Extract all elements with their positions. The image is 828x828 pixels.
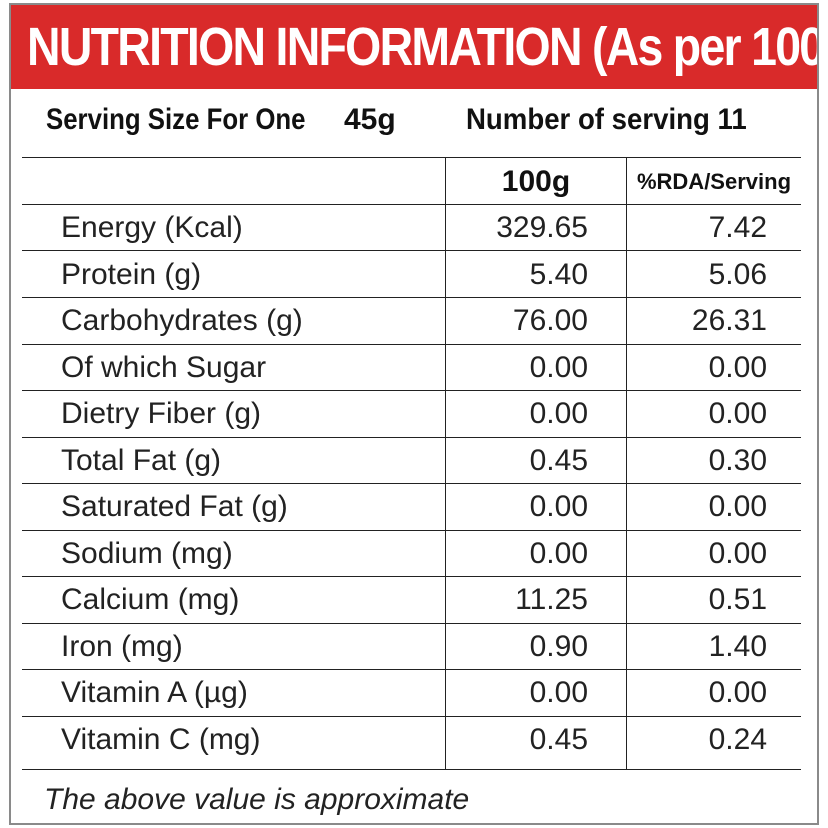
nutrition-table-body: Energy (Kcal) 329.65 7.42 Protein (g) 5.40 5… [22, 205, 801, 763]
value-per-100g: 0.00 [529, 536, 588, 570]
footnote: The above value is approximate [44, 783, 470, 816]
row-divider [22, 297, 801, 298]
value-per-100g: 76.00 [512, 304, 588, 337]
table-row: Vitamin A (µg) 0.00 0.00 [22, 670, 801, 717]
value-rda-serving: 0.00 [708, 350, 767, 384]
value-rda-serving: 0.00 [708, 490, 767, 523]
value-rda-serving: 0.00 [708, 397, 767, 430]
value-rda-serving: 0.00 [708, 676, 767, 709]
page-title: NUTRITION INFORMATION (As per 100g) [27, 17, 819, 77]
nutrient-name: Energy (Kcal) [61, 211, 243, 244]
value-per-100g: 11.25 [515, 583, 588, 616]
nutrient-name: Vitamin A (µg) [61, 676, 248, 709]
value-per-100g: 0.00 [529, 397, 588, 430]
column-divider-100g [445, 158, 446, 770]
nutrient-name: Saturated Fat (g) [61, 490, 288, 523]
column-header-rda-serving: %RDA/Serving [636, 169, 792, 194]
table-row: Of which Sugar 0.00 0.00 [22, 345, 801, 392]
value-per-100g: 0.45 [529, 722, 588, 756]
value-rda-serving: 0.00 [708, 536, 767, 570]
table-row: Saturated Fat (g) 0.00 0.00 [22, 484, 801, 531]
value-per-100g: 0.00 [529, 490, 588, 523]
row-divider [22, 576, 801, 577]
value-rda-serving: 0.24 [708, 722, 767, 756]
value-per-100g: 0.00 [529, 350, 588, 384]
value-rda-serving: 1.40 [708, 629, 767, 663]
table-row: Vitamin C (mg) 0.45 0.24 [22, 717, 801, 764]
nutrient-name: Protein (g) [61, 257, 202, 291]
value-per-100g: 0.45 [529, 443, 588, 477]
table-row: Sodium (mg) 0.00 0.00 [22, 531, 801, 578]
table-row: Energy (Kcal) 329.65 7.42 [22, 205, 801, 252]
value-rda-serving: 0.30 [708, 443, 767, 477]
column-header-100g: 100g [501, 165, 571, 198]
row-divider [22, 530, 801, 531]
row-divider [22, 483, 801, 484]
row-divider [22, 669, 801, 670]
value-per-100g: 0.00 [529, 676, 588, 709]
table-row: Carbohydrates (g) 76.00 26.31 [22, 298, 801, 345]
value-rda-serving: 5.06 [708, 257, 767, 291]
serving-size-value: 45g [344, 103, 396, 136]
table-row: Calcium (mg) 11.25 0.51 [22, 577, 801, 624]
table-top-border [22, 157, 801, 158]
label-frame [9, 3, 819, 825]
nutrient-name: Calcium (mg) [61, 583, 240, 616]
table-row: Total Fat (g) 0.45 0.30 [22, 438, 801, 485]
table-bottom-border [22, 769, 801, 770]
value-per-100g: 5.40 [529, 257, 588, 291]
servings-count-label: Number of serving 11 [466, 103, 747, 136]
row-divider [22, 344, 801, 345]
value-per-100g: 0.90 [529, 629, 588, 663]
row-divider [22, 250, 801, 251]
row-divider [22, 390, 801, 391]
row-divider [22, 623, 801, 624]
value-rda-serving: 7.42 [708, 211, 767, 244]
row-divider [22, 437, 801, 438]
table-row: Dietry Fiber (g) 0.00 0.00 [22, 391, 801, 438]
column-divider-rda [626, 158, 627, 770]
nutrient-name: Vitamin C (mg) [61, 722, 261, 756]
nutrient-name: Dietry Fiber (g) [61, 397, 262, 430]
value-per-100g: 329.65 [496, 211, 588, 244]
serving-size-label: Serving Size For One [46, 103, 306, 136]
table-row: Protein (g) 5.40 5.06 [22, 252, 801, 299]
table-row: Iron (mg) 0.90 1.40 [22, 624, 801, 671]
nutrient-name: Sodium (mg) [61, 536, 233, 570]
header-divider [22, 204, 801, 205]
nutrient-name: Carbohydrates (g) [61, 304, 303, 337]
nutrient-name: Of which Sugar [61, 350, 267, 384]
value-rda-serving: 0.51 [708, 583, 767, 616]
title-banner: NUTRITION INFORMATION (As per 100g) [9, 3, 819, 89]
nutrient-name: Total Fat (g) [61, 443, 222, 477]
nutrient-name: Iron (mg) [61, 629, 183, 663]
row-divider [22, 716, 801, 717]
value-rda-serving: 26.31 [691, 304, 767, 337]
